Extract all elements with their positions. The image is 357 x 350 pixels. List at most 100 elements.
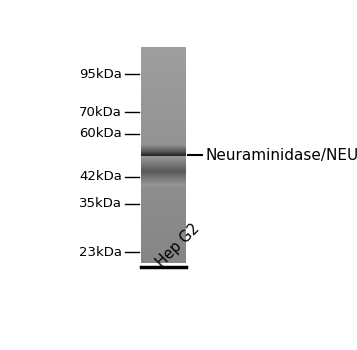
Bar: [141, 158, 186, 159]
Bar: [141, 113, 186, 114]
Bar: [141, 138, 186, 139]
Bar: [141, 92, 186, 93]
Bar: [141, 150, 186, 152]
Bar: [141, 254, 186, 255]
Bar: [141, 202, 186, 203]
Bar: [141, 60, 186, 61]
Bar: [141, 258, 186, 259]
Bar: [141, 143, 186, 144]
Bar: [141, 118, 186, 119]
Bar: [141, 189, 186, 190]
Bar: [141, 170, 186, 171]
Bar: [141, 156, 186, 157]
Bar: [141, 155, 186, 156]
Bar: [141, 152, 186, 153]
Bar: [141, 161, 186, 162]
Bar: [141, 103, 186, 104]
Bar: [141, 64, 186, 65]
Bar: [141, 160, 186, 161]
Bar: [141, 167, 186, 168]
Bar: [141, 75, 186, 76]
Text: 95kDa: 95kDa: [79, 68, 122, 81]
Bar: [141, 66, 186, 68]
Bar: [141, 160, 186, 161]
Bar: [141, 159, 186, 160]
Bar: [141, 183, 186, 184]
Bar: [141, 100, 186, 101]
Bar: [141, 205, 186, 206]
Bar: [141, 105, 186, 106]
Bar: [141, 228, 186, 229]
Bar: [141, 56, 186, 57]
Bar: [141, 72, 186, 73]
Bar: [141, 149, 186, 150]
Bar: [141, 160, 186, 161]
Bar: [141, 164, 186, 165]
Bar: [141, 48, 186, 49]
Bar: [141, 210, 186, 211]
Bar: [141, 147, 186, 148]
Bar: [141, 157, 186, 158]
Bar: [141, 233, 186, 234]
Bar: [141, 159, 186, 160]
Bar: [141, 180, 186, 181]
Bar: [141, 151, 186, 152]
Bar: [141, 91, 186, 92]
Bar: [141, 173, 186, 174]
Bar: [141, 187, 186, 188]
Bar: [141, 185, 186, 186]
Bar: [141, 114, 186, 115]
Bar: [141, 178, 186, 179]
Bar: [141, 256, 186, 257]
Bar: [141, 231, 186, 232]
Bar: [141, 174, 186, 175]
Bar: [141, 162, 186, 163]
Bar: [141, 109, 186, 110]
Bar: [141, 159, 186, 160]
Bar: [141, 115, 186, 116]
Bar: [141, 157, 186, 158]
Bar: [141, 219, 186, 220]
Bar: [141, 145, 186, 146]
Bar: [141, 261, 186, 262]
Bar: [141, 163, 186, 164]
Bar: [141, 164, 186, 165]
Bar: [141, 215, 186, 216]
Bar: [141, 95, 186, 96]
Bar: [141, 252, 186, 253]
Bar: [141, 141, 186, 142]
Bar: [141, 237, 186, 238]
Bar: [141, 54, 186, 55]
Bar: [141, 171, 186, 172]
Text: Neuraminidase/NEU1: Neuraminidase/NEU1: [205, 148, 357, 163]
Bar: [141, 150, 186, 151]
Bar: [141, 93, 186, 94]
Bar: [141, 152, 186, 153]
Bar: [141, 168, 186, 169]
Bar: [141, 69, 186, 70]
Bar: [141, 154, 186, 155]
Bar: [141, 135, 186, 136]
Bar: [141, 211, 186, 212]
Bar: [141, 224, 186, 225]
Bar: [141, 122, 186, 123]
Bar: [141, 183, 186, 184]
Bar: [141, 133, 186, 134]
Bar: [141, 182, 186, 183]
Bar: [141, 119, 186, 120]
Bar: [141, 69, 186, 70]
Bar: [141, 180, 186, 181]
Bar: [141, 163, 186, 164]
Bar: [141, 203, 186, 204]
Bar: [141, 152, 186, 153]
Bar: [141, 99, 186, 100]
Bar: [141, 146, 186, 147]
Bar: [141, 63, 186, 64]
Bar: [141, 92, 186, 93]
Bar: [141, 162, 186, 163]
Bar: [141, 199, 186, 201]
Bar: [141, 139, 186, 140]
Bar: [141, 84, 186, 85]
Bar: [141, 158, 186, 159]
Bar: [141, 259, 186, 260]
